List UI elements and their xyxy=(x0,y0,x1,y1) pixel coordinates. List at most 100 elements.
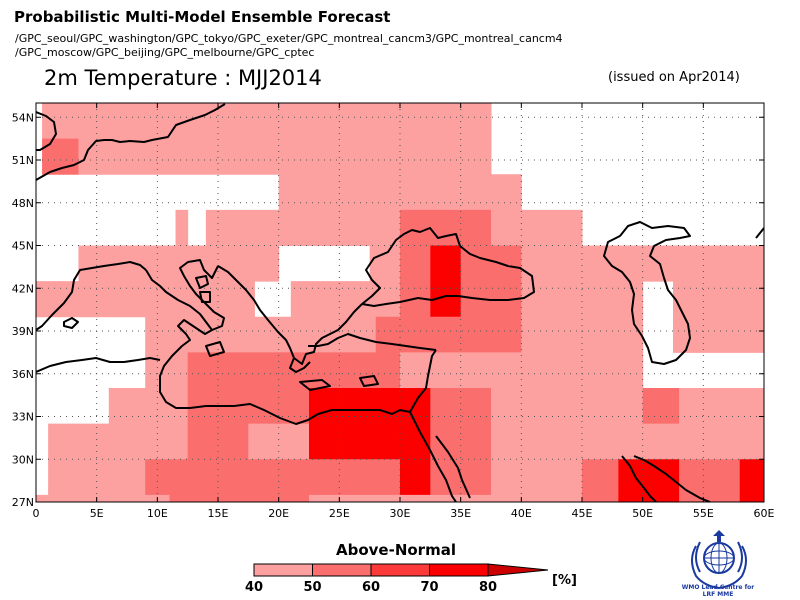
probability-cell xyxy=(133,245,207,282)
probability-cell xyxy=(618,494,680,502)
lon-label: 5E xyxy=(90,507,104,520)
lon-label: 25E xyxy=(329,507,350,520)
probability-cell xyxy=(673,281,764,318)
legend-label: 40 xyxy=(245,580,263,595)
probability-cell xyxy=(369,245,401,282)
models-line-1: /GPC_seoul/GPC_washington/GPC_tokyo/GPC_… xyxy=(15,32,563,45)
probability-cell xyxy=(205,245,280,282)
main-title: Probabilistic Multi-Model Ensemble Forec… xyxy=(14,8,391,26)
probability-cell xyxy=(739,494,764,502)
legend-swatch xyxy=(253,563,313,577)
probability-cell xyxy=(169,494,310,502)
models-line-2: /GPC_moscow/GPC_beijing/GPC_melbourne/GP… xyxy=(15,46,315,59)
probability-cell xyxy=(278,352,340,389)
probability-cell xyxy=(400,245,431,282)
probability-cell xyxy=(145,423,189,460)
probability-cell xyxy=(642,388,680,425)
probability-cell xyxy=(36,494,170,502)
probability-cell xyxy=(133,281,255,318)
probability-cell xyxy=(491,352,644,389)
probability-cell xyxy=(400,459,431,496)
probability-cell xyxy=(48,459,146,496)
lat-label: 27N xyxy=(12,496,34,509)
probability-cell xyxy=(400,352,492,389)
probability-cell xyxy=(218,138,352,175)
probability-cell xyxy=(248,423,310,460)
probability-cell xyxy=(521,281,644,318)
lat-label: 39N xyxy=(12,325,34,338)
probability-cell xyxy=(642,423,704,460)
probability-cell xyxy=(582,423,644,460)
lon-label: 40E xyxy=(511,507,532,520)
lat-label: 45N xyxy=(12,240,34,253)
legend-arrow xyxy=(487,563,549,577)
legend-title: Above-Normal xyxy=(336,541,456,559)
probability-cell xyxy=(309,388,431,425)
axis-ticks xyxy=(35,103,765,503)
probability-cell xyxy=(36,281,134,318)
probability-cell xyxy=(521,316,644,353)
probability-cell xyxy=(703,423,764,460)
lon-label: 45E xyxy=(572,507,593,520)
probability-cell xyxy=(424,138,492,175)
probability-cell xyxy=(460,245,522,282)
probability-cell xyxy=(309,494,462,502)
latitude-labels: 54N 51N 48N 45N 42N 39N 36N 33N 30N 27N xyxy=(12,111,34,509)
lat-label: 51N xyxy=(12,154,34,167)
probability-cell xyxy=(491,459,583,496)
logo-caption: WMO Lead Centre for LRF MME xyxy=(681,584,755,598)
lat-label: 30N xyxy=(12,453,34,466)
lon-label: 55E xyxy=(693,507,714,520)
lat-label: 36N xyxy=(12,368,34,381)
probability-cell xyxy=(187,423,249,460)
longitude-labels: 0 5E 10E 15E 20E 25E 30E 35E 40E 45E 50E 55E 60E xyxy=(33,507,775,520)
probability-cell xyxy=(108,388,189,425)
probability-cell xyxy=(582,459,619,496)
probability-cell xyxy=(309,423,431,460)
variable-title: 2m Temperature : MJJ2014 xyxy=(44,66,322,90)
probability-cell xyxy=(309,459,401,496)
probability-cell xyxy=(679,388,764,425)
wmo-logo xyxy=(691,530,747,590)
lat-label: 54N xyxy=(12,111,34,124)
lon-label: 30E xyxy=(390,507,411,520)
probability-cell xyxy=(679,459,741,496)
probability-cell xyxy=(351,138,425,175)
lon-label: 0 xyxy=(33,507,40,520)
probability-cell xyxy=(42,103,492,140)
probability-cell xyxy=(491,209,534,246)
legend-label: 60 xyxy=(362,580,380,595)
probability-cell xyxy=(491,388,644,425)
probability-cell xyxy=(248,388,310,425)
probability-cell xyxy=(375,316,522,353)
coastlines xyxy=(36,103,764,502)
lon-label: 50E xyxy=(632,507,653,520)
probability-cell xyxy=(400,209,492,246)
color-legend: 40 50 60 70 80 [%] xyxy=(245,563,577,595)
lat-label: 42N xyxy=(12,282,34,295)
legend-label: 50 xyxy=(303,580,321,595)
probability-cell xyxy=(491,423,583,460)
legend-label: 80 xyxy=(479,580,497,595)
lat-label: 33N xyxy=(12,411,34,424)
legend-label: 70 xyxy=(420,580,438,595)
probability-cell xyxy=(582,494,619,502)
legend-swatch xyxy=(312,563,372,577)
probability-cell xyxy=(278,174,522,211)
probability-cell xyxy=(430,388,492,425)
legend-swatch xyxy=(370,563,430,577)
probability-cells xyxy=(36,103,764,502)
probability-cell xyxy=(175,209,189,246)
legend-unit: [%] xyxy=(552,573,577,588)
probability-cell xyxy=(145,459,310,496)
probability-cell xyxy=(739,459,764,496)
lon-label: 60E xyxy=(754,507,775,520)
probability-cell xyxy=(533,209,583,246)
probability-cell xyxy=(187,352,280,389)
probability-cell xyxy=(582,245,764,282)
lon-label: 10E xyxy=(147,507,168,520)
lon-label: 15E xyxy=(208,507,229,520)
probability-cell xyxy=(78,138,219,175)
probability-cell xyxy=(290,281,401,318)
